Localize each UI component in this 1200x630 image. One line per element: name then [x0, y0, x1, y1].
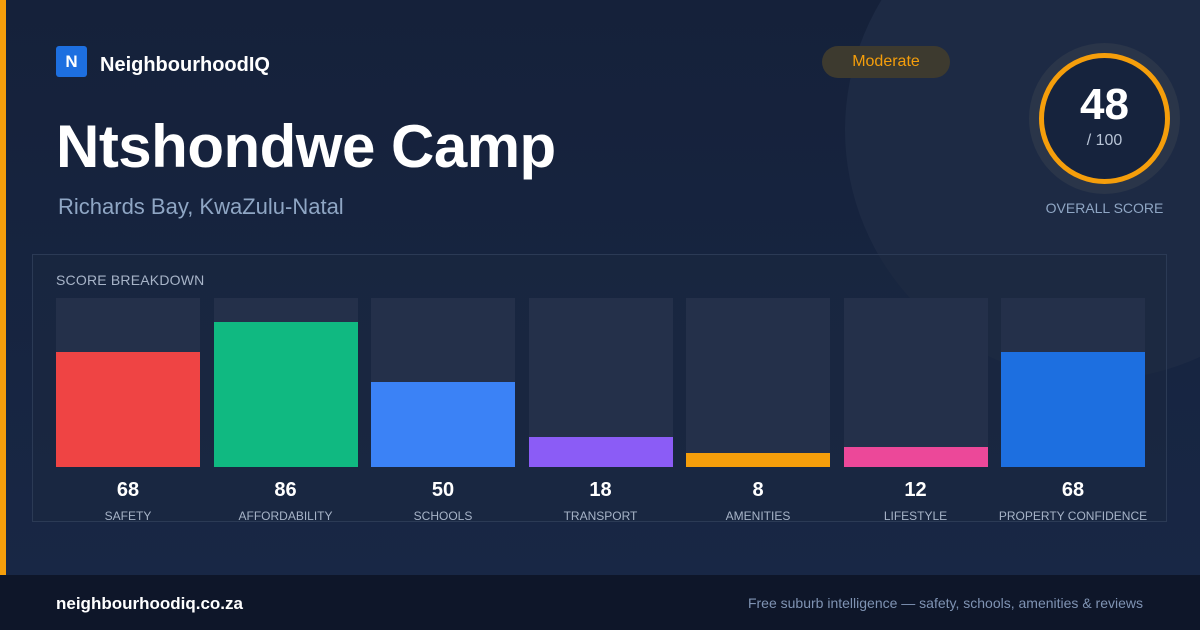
overall-score-caption: OVERALL SCORE — [1045, 200, 1164, 216]
suburb-title: Ntshondwe Camp — [56, 113, 556, 180]
breakdown-heading: SCORE BREAKDOWN — [56, 272, 205, 288]
bar-fill — [371, 382, 515, 467]
bar-track — [56, 298, 200, 467]
bar-track — [213, 298, 358, 467]
bar-track — [371, 298, 515, 467]
bar-value: 50 — [431, 479, 455, 501]
bar-fill — [528, 437, 673, 467]
bar-track — [843, 298, 988, 467]
bar-fill — [56, 352, 200, 467]
bar-track — [528, 298, 673, 467]
footer-tagline: Free suburb intelligence — safety, schoo… — [747, 595, 1143, 611]
bar-fill — [843, 447, 988, 467]
overall-score-max: / 100 — [1086, 132, 1123, 149]
bar-label: SCHOOLS — [413, 509, 473, 523]
bar-label: LIFESTYLE — [883, 509, 948, 523]
bar-label: AMENITIES — [725, 509, 791, 523]
footer: neighbourhoodiq.co.za Free suburb intell… — [0, 575, 1200, 630]
bar-fill — [1001, 352, 1145, 467]
overall-score-ring: 48 / 100 — [1029, 43, 1180, 194]
accent-stripe — [0, 0, 6, 575]
bar-value: 68 — [116, 479, 140, 501]
bar-fill — [213, 322, 358, 467]
bar-fill — [686, 453, 830, 467]
bar-value: 86 — [274, 479, 297, 501]
suburb-location: Richards Bay, KwaZulu-Natal — [58, 194, 344, 219]
bar-value: 68 — [1061, 479, 1085, 501]
bar-value: 12 — [904, 479, 927, 501]
bar-value: 18 — [589, 479, 612, 501]
bar-label: PROPERTY CONFIDENCE — [998, 509, 1148, 523]
bar-value: 8 — [752, 479, 764, 501]
score-breakdown-panel: SCORE BREAKDOWN 68 SAFETY 86 AFFORDABILITY 5… — [32, 254, 1167, 523]
bar-track — [1001, 298, 1145, 467]
overall-score-value: 48 — [1080, 80, 1129, 129]
brand-name: NeighbourhoodIQ — [100, 54, 270, 76]
brand-logo-icon: N — [56, 46, 87, 77]
bar-label: SAFETY — [104, 509, 152, 523]
hero-card: N NeighbourhoodIQ Ntshondwe Camp Richard… — [0, 0, 1200, 575]
rating-badge: Moderate — [822, 46, 950, 78]
brand[interactable]: N NeighbourhoodIQ — [56, 46, 270, 77]
bar-label: AFFORDABILITY — [238, 509, 333, 523]
bar-label: TRANSPORT — [563, 509, 638, 523]
footer-url[interactable]: neighbourhoodiq.co.za — [56, 594, 243, 613]
bar-track — [686, 298, 830, 467]
score-ring-graphic — [1029, 43, 1180, 194]
